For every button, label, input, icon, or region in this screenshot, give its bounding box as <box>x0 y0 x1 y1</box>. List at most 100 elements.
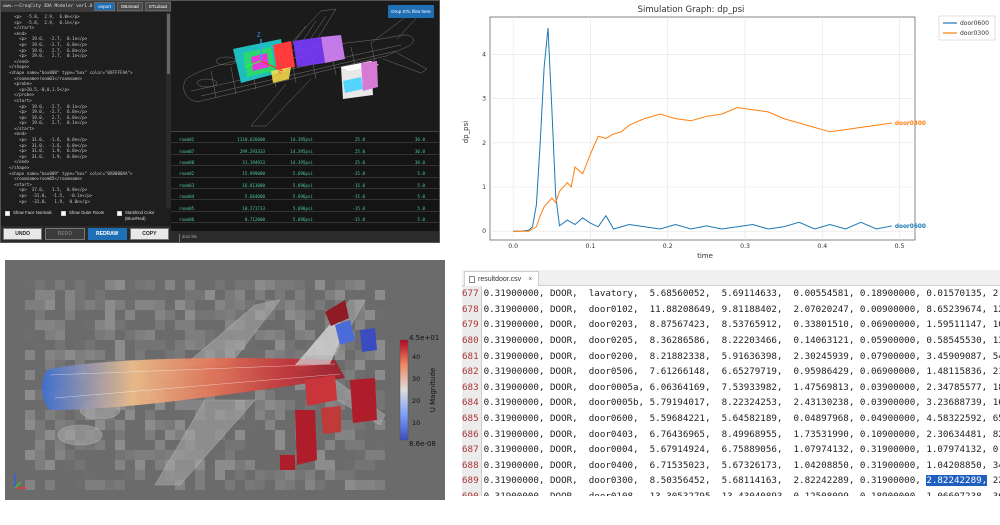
csv-row[interactable]: 680 0.31900000, DOOR, door0205, 8.3628658… <box>462 332 1000 349</box>
csv-cell: 0.31900000, <box>859 459 921 471</box>
field-cell <box>105 310 115 320</box>
code-line: </shape> <box>4 64 30 70</box>
csv-cell: 1.59511147, <box>926 319 988 331</box>
room-row[interactable]: room05 10.271733 5.696psi -15.0 5.0 <box>171 200 439 212</box>
csv-line-text: 0.31900000, DOOR, door0203, 8.87567423, … <box>482 319 1000 330</box>
tab-export[interactable]: export <box>94 2 115 11</box>
field-cell <box>25 450 35 460</box>
redraw-button[interactable]: REDRAW <box>87 228 127 240</box>
scrollbar-thumb[interactable] <box>167 14 170 74</box>
csv-cell: 6.76436965, <box>649 428 711 440</box>
csv-cell: door0005a, <box>588 381 645 393</box>
csv-cell: 0.31900000, <box>483 350 545 362</box>
csv-cell: 1.07974132, <box>926 444 988 456</box>
checkbox[interactable] <box>117 211 122 216</box>
field-cell <box>295 380 305 390</box>
room-row[interactable]: room07 299.293333 14.395psi 25.0 30.0 <box>171 143 439 155</box>
csv-row[interactable]: 678 0.31900000, DOOR, door0102, 11.882086… <box>462 301 1000 318</box>
code-line: <p> 19.0, 2.7, 6.0n</p> <box>4 114 88 120</box>
field-cell <box>285 350 295 360</box>
tab-stlload[interactable]: STLdoad <box>144 2 171 11</box>
room-row[interactable]: room02 15.999000 5.696psi -15.0 5.0 <box>171 166 439 178</box>
csv-row[interactable]: 679 0.31900000, DOOR, door0203, 8.8756742… <box>462 317 1000 333</box>
field-cell <box>355 280 365 290</box>
start-end-color-option[interactable]: Start/End Color (Blue/Red) <box>117 210 167 224</box>
csv-cell: 210.06580 <box>992 366 1000 378</box>
field-cell <box>85 320 95 330</box>
file-icon <box>469 275 475 283</box>
csv-row[interactable]: 682 0.31900000, DOOR, door0506, 7.6126614… <box>462 363 1000 380</box>
room-cell: 5.664000 <box>244 194 265 200</box>
csv-row[interactable]: 688 0.31900000, DOOR, door0400, 6.7153502… <box>462 457 1000 474</box>
close-tab-icon[interactable]: × <box>528 275 533 283</box>
room-row[interactable]: room04 5.664000 5.696psi -15.0 5.0 <box>171 189 439 201</box>
field-cell <box>365 460 375 470</box>
door-list-label[interactable]: door list <box>179 234 239 242</box>
field-cell <box>195 310 205 320</box>
code-scrollbar[interactable] <box>166 12 171 208</box>
copy-button[interactable]: COPY <box>129 228 169 240</box>
field-cell <box>55 440 65 450</box>
room-cell: room04 <box>179 194 195 200</box>
csv-cell: 8.22324253, <box>721 397 783 409</box>
field-cell <box>55 420 65 430</box>
field-cell <box>195 460 205 470</box>
field-cell <box>275 410 285 420</box>
x-tick-label: 0.2 <box>663 243 673 250</box>
field-cell <box>355 420 365 430</box>
3d-viewport[interactable]: Z X Drop STL files here <box>171 1 439 131</box>
csv-cell: 0.31900000, <box>483 397 545 409</box>
csv-cell: 4.58322592, <box>926 413 988 425</box>
csv-cell: 5.64582189, <box>721 413 783 425</box>
axis-z-label: Z <box>257 33 261 39</box>
simulation-graph: Simulation Graph: dp_psi time dp_psi 0.0… <box>455 0 1000 260</box>
csv-row[interactable]: 686 0.31900000, DOOR, door0403, 6.7643696… <box>462 426 1000 442</box>
csv-row[interactable]: 683 0.31900000, DOOR, door0005a, 6.063641… <box>462 379 1000 396</box>
csv-row[interactable]: 689 0.31900000, DOOR, door0300, 8.5035645… <box>462 473 1000 489</box>
csv-cell: door0203, <box>588 319 639 331</box>
csv-cell: 2.30245939, <box>793 350 855 362</box>
field-cell <box>365 310 375 320</box>
field-cell <box>95 320 105 330</box>
field-cell <box>365 480 375 490</box>
checkbox[interactable] <box>61 211 66 216</box>
csv-cell: 0.31900000, <box>483 428 545 440</box>
csv-row[interactable]: 684 0.31900000, DOOR, door0005b, 5.791940… <box>462 395 1000 411</box>
code-line: <p> 19.0, -2.7, 6.0n</p> <box>4 109 88 115</box>
csv-row[interactable]: 677 0.31900000, DOOR, lavatory, 5.6856005… <box>462 286 1000 302</box>
csv-cell: 5.67914924, <box>649 444 711 456</box>
csv-row[interactable]: 687 0.31900000, DOOR, door0004, 5.6791492… <box>462 441 1000 458</box>
room-row[interactable]: room01 1110.626000 14.395psi 25.0 30.0 <box>171 132 439 144</box>
tab-objread[interactable]: OBJread <box>116 2 143 11</box>
show-face-normals-option[interactable]: Show Face Normals <box>5 210 55 224</box>
cfd-velocity-view[interactable]: 4.5e+01 8.6e-08 40 30 20 10 U Magnitude <box>5 260 445 500</box>
room-row[interactable]: room03 16.813000 5.696psi -15.0 5.0 <box>171 178 439 189</box>
show-outer-room-option[interactable]: Show Outer Room <box>61 210 111 224</box>
xml-code-editor[interactable]: <p> -5.8, 2.9, 6.0n</p> <p> -5.8, 2.9, 0… <box>1 12 171 208</box>
csv-text-area[interactable]: 677 0.31900000, DOOR, lavatory, 5.6856005… <box>462 286 1000 496</box>
redo-button[interactable]: REDO <box>45 228 85 240</box>
csv-row[interactable]: 6900.31900000, DOOR, door0108, 13.305327… <box>462 488 1000 496</box>
field-cell <box>125 470 135 480</box>
undo-button[interactable]: UNDO <box>3 228 43 240</box>
code-line: <p> -5.8, 2.9, 0.1n</p> <box>4 19 80 25</box>
csv-row[interactable]: 681 0.31900000, DOOR, door0200, 8.2188233… <box>462 348 1000 364</box>
csv-cell: 1.07974132, <box>793 444 855 456</box>
field-cell <box>345 480 355 490</box>
room-cell: 30.0 <box>414 148 425 154</box>
field-cell <box>295 460 305 470</box>
tab-resultdoor-csv[interactable]: resultdoor.csv × <box>464 271 540 286</box>
field-cell <box>245 420 255 430</box>
field-cell <box>295 320 305 330</box>
csv-row[interactable]: 685 0.31900000, DOOR, door0600, 5.5968422… <box>462 410 1000 427</box>
field-cell <box>85 470 95 480</box>
drop-stl-files-button[interactable]: Drop STL files here <box>388 5 434 18</box>
line-number: 686 <box>462 426 482 442</box>
field-cell <box>45 350 55 360</box>
code-line: <shape name="box009" type="box" color="0… <box>4 170 133 176</box>
csv-cell: DOOR, <box>550 366 578 378</box>
room-row[interactable]: room08 31.194933 14.395psi 25.0 30.0 <box>171 155 439 167</box>
checkbox[interactable] <box>5 211 10 216</box>
room-row[interactable]: room06 0.712000 5.696psi -15.0 5.0 <box>171 212 439 224</box>
field-cell <box>275 400 285 410</box>
